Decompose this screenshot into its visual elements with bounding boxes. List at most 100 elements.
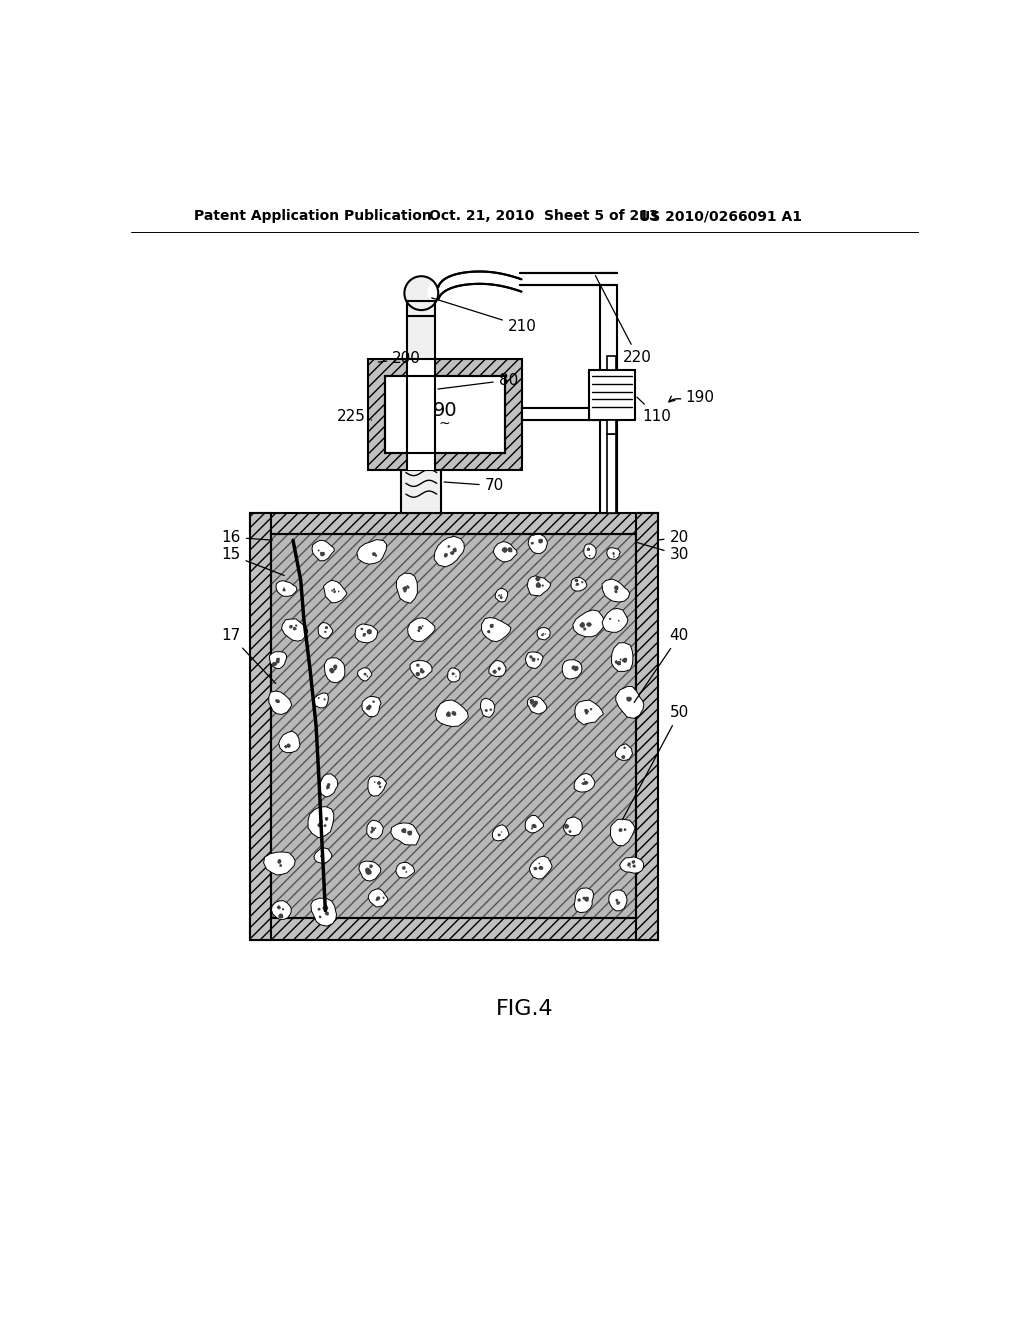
Polygon shape xyxy=(562,660,582,678)
Polygon shape xyxy=(280,865,282,867)
Polygon shape xyxy=(323,906,329,911)
Polygon shape xyxy=(420,669,425,673)
Polygon shape xyxy=(493,669,497,675)
Polygon shape xyxy=(614,590,617,594)
Bar xyxy=(607,434,616,512)
Polygon shape xyxy=(525,816,544,833)
Bar xyxy=(408,301,435,317)
Polygon shape xyxy=(587,548,590,550)
Polygon shape xyxy=(293,627,296,631)
Polygon shape xyxy=(364,634,367,635)
Polygon shape xyxy=(435,700,468,726)
Polygon shape xyxy=(319,552,325,557)
Polygon shape xyxy=(333,589,335,591)
Polygon shape xyxy=(578,898,581,902)
Text: 70: 70 xyxy=(444,478,504,494)
Polygon shape xyxy=(287,743,291,748)
Polygon shape xyxy=(532,824,535,826)
Polygon shape xyxy=(402,866,406,870)
Polygon shape xyxy=(486,630,490,634)
Polygon shape xyxy=(372,552,377,556)
Polygon shape xyxy=(632,865,636,867)
Polygon shape xyxy=(582,783,584,784)
Bar xyxy=(250,512,658,535)
Polygon shape xyxy=(276,581,297,597)
Text: ~: ~ xyxy=(439,417,451,430)
Polygon shape xyxy=(587,622,592,627)
Polygon shape xyxy=(447,545,451,548)
Polygon shape xyxy=(317,697,319,700)
Polygon shape xyxy=(360,627,364,631)
Polygon shape xyxy=(589,554,591,557)
Polygon shape xyxy=(375,828,376,829)
Polygon shape xyxy=(401,828,407,833)
Polygon shape xyxy=(583,896,586,900)
Polygon shape xyxy=(609,618,611,620)
Polygon shape xyxy=(537,583,541,587)
Polygon shape xyxy=(319,820,323,824)
Polygon shape xyxy=(624,746,626,750)
Circle shape xyxy=(404,276,438,310)
Polygon shape xyxy=(271,900,291,920)
Polygon shape xyxy=(590,708,592,710)
Polygon shape xyxy=(416,664,420,667)
Polygon shape xyxy=(584,780,589,785)
Polygon shape xyxy=(580,622,585,628)
Polygon shape xyxy=(571,665,575,671)
Polygon shape xyxy=(536,577,541,582)
Bar xyxy=(589,370,635,420)
Polygon shape xyxy=(489,624,494,628)
Polygon shape xyxy=(318,916,322,919)
Bar xyxy=(401,466,441,512)
Polygon shape xyxy=(269,690,292,714)
Polygon shape xyxy=(587,623,589,626)
Polygon shape xyxy=(608,890,627,911)
Polygon shape xyxy=(614,660,617,664)
Polygon shape xyxy=(422,624,424,627)
Polygon shape xyxy=(295,624,297,627)
Polygon shape xyxy=(532,704,537,708)
Polygon shape xyxy=(528,535,548,553)
Polygon shape xyxy=(417,628,420,632)
Polygon shape xyxy=(325,817,329,821)
Polygon shape xyxy=(613,556,614,558)
Polygon shape xyxy=(629,698,631,701)
Polygon shape xyxy=(536,582,541,587)
Polygon shape xyxy=(289,626,293,628)
Polygon shape xyxy=(539,539,543,544)
Polygon shape xyxy=(530,828,532,829)
Polygon shape xyxy=(279,913,284,919)
Polygon shape xyxy=(367,676,369,677)
Bar xyxy=(271,535,637,919)
Polygon shape xyxy=(408,830,412,836)
Polygon shape xyxy=(284,744,288,748)
Polygon shape xyxy=(583,783,585,785)
Polygon shape xyxy=(396,573,418,603)
Polygon shape xyxy=(407,585,409,587)
Polygon shape xyxy=(329,668,335,673)
Polygon shape xyxy=(615,899,618,902)
Polygon shape xyxy=(501,594,502,595)
Bar xyxy=(250,919,658,940)
Polygon shape xyxy=(498,833,501,837)
Polygon shape xyxy=(311,898,337,927)
Polygon shape xyxy=(632,861,635,865)
Polygon shape xyxy=(308,807,334,838)
Polygon shape xyxy=(572,665,579,672)
Polygon shape xyxy=(324,698,326,701)
Text: 210: 210 xyxy=(432,298,537,334)
Bar xyxy=(408,317,435,359)
Polygon shape xyxy=(408,618,435,642)
Polygon shape xyxy=(318,623,333,639)
Polygon shape xyxy=(581,581,584,583)
Polygon shape xyxy=(321,855,323,857)
Polygon shape xyxy=(602,579,630,602)
Text: US 2010/0266091 A1: US 2010/0266091 A1 xyxy=(639,209,802,223)
Text: 30: 30 xyxy=(638,543,689,562)
Polygon shape xyxy=(366,867,371,873)
Polygon shape xyxy=(365,867,370,873)
Polygon shape xyxy=(338,590,340,593)
Polygon shape xyxy=(571,577,587,591)
Polygon shape xyxy=(586,711,588,714)
Polygon shape xyxy=(325,631,326,632)
